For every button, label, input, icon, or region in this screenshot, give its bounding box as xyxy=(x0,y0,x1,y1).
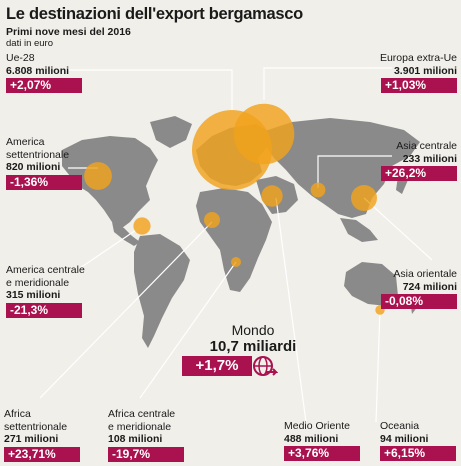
label-america-centrale-meridionale: America centrale e meridionale 315 milio… xyxy=(6,264,85,318)
region-name: Ue-28 xyxy=(6,52,35,64)
region-change-badge: -21,3% xyxy=(6,302,82,318)
region-name-line-2: e meridionale xyxy=(108,420,172,433)
leader-medio-oriente xyxy=(275,197,307,423)
world-change-badge: +1,7% xyxy=(182,356,252,376)
leader-europa-extra-ue xyxy=(263,67,392,100)
region-change-badge: +3,76% xyxy=(284,446,360,461)
leader-africa-settentrionale xyxy=(39,221,213,399)
southeast-asia-shape xyxy=(340,218,378,242)
region-change-badge: -1,36% xyxy=(6,174,82,190)
region-change-badge: -0,08% xyxy=(381,294,457,309)
region-change-badge: +2,07% xyxy=(6,78,82,93)
region-change-badge: +6,15% xyxy=(380,446,456,461)
region-value: 271 milioni xyxy=(4,433,59,445)
bubble-asia-orientale xyxy=(351,185,377,211)
region-name: Medio Oriente xyxy=(284,420,350,432)
region-name-line-2: e meridionale xyxy=(6,276,70,289)
bubble-america-settentrionale xyxy=(84,162,112,190)
export-bubbles xyxy=(84,103,385,315)
world-total: Mondo 10,7 miliardi +1,7% xyxy=(182,322,298,376)
region-change-badge: -19,7% xyxy=(108,446,184,462)
region-value: 724 milioni xyxy=(402,280,457,293)
label-oceania: Oceania 94 milioni +6,15% xyxy=(380,420,456,461)
page-title: Le destinazioni dell'export bergamasco xyxy=(6,5,303,23)
leader-africa-centrale-meridionale xyxy=(139,261,237,399)
region-name: Europa extra-Ue xyxy=(379,52,457,64)
region-change-badge: +26,2% xyxy=(381,166,457,181)
region-name: Asia orientale xyxy=(393,268,457,280)
label-asia-centrale: Asia centrale 233 milioni +26,2% xyxy=(381,140,457,181)
region-value: 108 milioni xyxy=(108,433,163,445)
world-name: Mondo xyxy=(231,322,275,338)
region-name-line-1: Africa centrale xyxy=(108,408,176,420)
leader-asia-centrale xyxy=(317,155,392,188)
region-value: 3.901 milioni xyxy=(393,64,457,77)
label-ue28: Ue-28 6.808 milioni +2,07% xyxy=(6,52,82,93)
region-value: 315 milioni xyxy=(6,289,61,301)
africa-shape xyxy=(196,188,272,292)
region-name-line-2: settentrionale xyxy=(4,420,68,433)
central-america-shape xyxy=(112,222,140,246)
region-value: 488 milioni xyxy=(284,432,339,445)
bubble-europa-extra-ue xyxy=(233,103,295,165)
region-value: 233 milioni xyxy=(402,152,457,165)
leader-lines xyxy=(39,67,433,423)
bubble-medio-oriente xyxy=(261,185,283,207)
bubble-america-centrale-meridionale xyxy=(133,217,151,235)
region-change-badge: +23,71% xyxy=(4,446,80,462)
region-value: 94 milioni xyxy=(380,432,429,445)
globe-arrow-icon xyxy=(253,356,278,376)
region-change-badge: +1,03% xyxy=(381,78,457,93)
label-america-settentrionale: America settentrionale 820 milioni -1,36… xyxy=(6,136,82,190)
region-value: 820 milioni xyxy=(6,161,61,173)
leader-asia-orientale xyxy=(363,197,433,261)
region-name-line-1: Africa xyxy=(4,408,31,420)
leader-america-centrale-meridionale xyxy=(79,225,143,269)
bubble-africa-settentrionale xyxy=(204,212,220,228)
region-name-line-1: America centrale xyxy=(6,264,85,276)
label-asia-orientale: Asia orientale 724 milioni -0,08% xyxy=(381,268,457,309)
bubble-africa-centrale-meridionale xyxy=(231,257,241,267)
page-subtitle: Primi nove mesi del 2016 xyxy=(6,26,131,38)
region-name-line-1: America xyxy=(6,136,45,148)
label-europa-extra-ue: Europa extra-Ue 3.901 milioni +1,03% xyxy=(380,52,457,93)
region-name-line-2: settentrionale xyxy=(6,148,70,161)
world-value: 10,7 miliardi xyxy=(209,338,297,355)
unit-note: dati in euro xyxy=(6,38,54,49)
region-name: Asia centrale xyxy=(396,140,457,152)
greenland-shape xyxy=(150,116,192,148)
region-name: Oceania xyxy=(380,420,420,432)
south-america-shape xyxy=(134,234,190,348)
label-africa-settentrionale: Africa settentrionale 271 milioni +23,71… xyxy=(4,408,80,462)
leader-ue28 xyxy=(66,69,233,112)
region-value: 6.808 milioni xyxy=(6,64,70,77)
asia-shape xyxy=(262,118,420,218)
bubble-asia-centrale xyxy=(310,182,326,198)
leader-oceania xyxy=(375,309,381,423)
label-medio-oriente: Medio Oriente 488 milioni +3,76% xyxy=(284,420,360,461)
label-africa-centrale-meridionale: Africa centrale e meridionale 108 milion… xyxy=(108,408,184,462)
